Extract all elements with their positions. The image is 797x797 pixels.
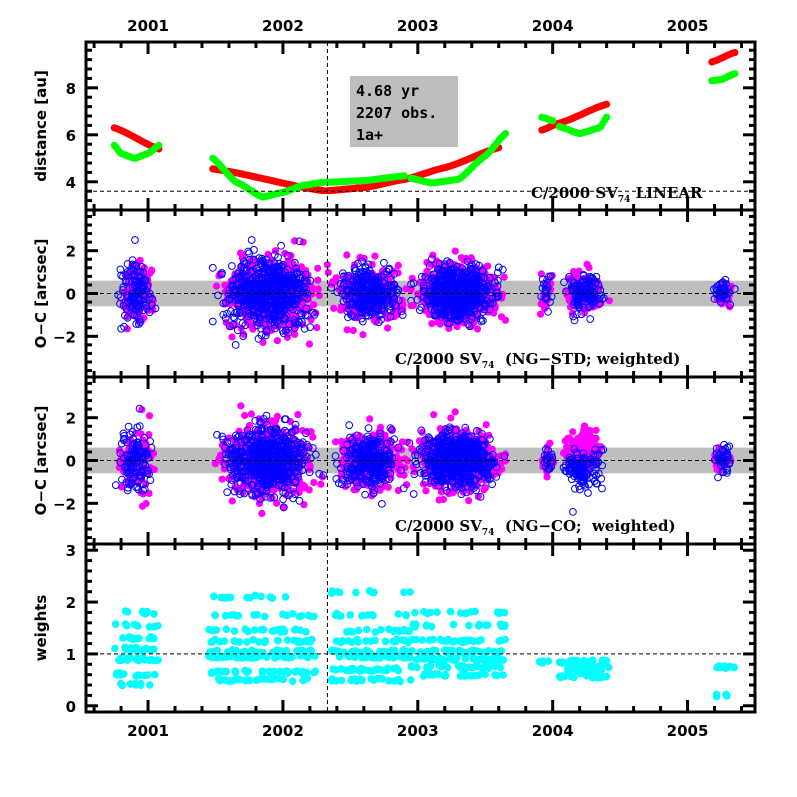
oc-ra-point [313,324,321,332]
oc-dec-point [228,262,236,270]
heliocentric-distance-point [731,49,739,57]
oc-ra-point [300,501,308,509]
oc-dec-point [247,236,256,244]
oc-ra-point [249,325,257,333]
geocentric-distance-point [731,70,739,78]
oc-ra-point [324,268,332,276]
oc-ra-point [394,261,402,270]
oc-dec-point [380,258,388,267]
oc-dec-point [140,275,149,284]
oc-ra-point [314,264,322,272]
oc-dec-point [130,292,139,301]
oc-dec-point [143,282,152,291]
oc-ra-point [457,254,465,262]
oc-dec-point [116,293,125,302]
oc-dec-point [208,263,217,272]
oc-ra-point [215,455,223,463]
oc-dec-point [111,481,120,490]
oc-dec-point [137,287,146,296]
oc-ra-point [337,306,345,314]
oc-ra-point [247,410,255,418]
oc-ra-point [315,291,323,299]
oc-ra-point [259,338,267,346]
oc-dec-point [231,341,240,349]
oc-dec-point [128,296,137,304]
oc-dec-point [133,268,142,276]
data-points [110,49,739,701]
oc-ra-point [314,276,322,284]
oc-ra-point [310,301,318,309]
geocentric-distance-point [501,130,510,138]
oc-ra-point [473,325,482,333]
oc-dec-point [139,306,148,315]
oc-ra-point [228,333,236,341]
oc-ra-point [585,264,593,272]
oc-ra-point [343,251,351,259]
oc-ra-point [294,411,302,419]
oc-dec-point [122,271,130,280]
oc-dec-point [131,236,139,244]
geocentric-distance-point [549,117,557,125]
oc-dec-point [134,272,142,280]
oc-ra-point [349,326,357,335]
oc-ra-point [451,247,459,255]
geocentric-distance-point [155,141,163,149]
oc-dec-point [145,289,154,298]
oc-ra-point [237,402,245,410]
oc-ra-point [371,252,379,260]
oc-ra-point [228,497,236,505]
oc-dec-point [143,304,151,313]
oc-ra-point [497,313,506,321]
oc-ra-point [258,509,266,517]
oc-dec-point [133,311,141,320]
oc-dec-point [570,316,579,325]
oc-dec-point [120,322,128,331]
oc-ra-point [310,478,318,487]
oc-ra-point [305,340,313,348]
oc-dec-point [117,271,125,280]
oc-dec-point [135,422,144,431]
oc-dec-point [129,283,137,292]
oc-dec-point [128,256,137,265]
oc-ra-point [330,304,338,312]
oc-dec-point [116,265,125,274]
oc-dec-point [208,317,217,326]
oc-ra-point [343,326,351,334]
oc-ra-point [317,480,325,488]
oc-dec-point [586,315,595,323]
oc-ra-point [273,337,281,345]
oc-dec-point [132,320,141,328]
oc-ra-point [490,309,498,317]
oc-dec-point [119,283,128,292]
oc-dec-point [122,305,131,313]
oc-ra-point [536,310,545,318]
oc-dec-point [123,260,132,268]
info-box [350,76,458,147]
oc-ra-point [272,416,280,424]
oc-ra-point [384,324,392,332]
oc-ra-point [359,331,367,339]
oc-ra-point [145,412,154,420]
oc-ra-point [212,282,221,290]
oc-ra-point [300,482,309,490]
oc-ra-point [428,320,436,328]
oc-dec-point [129,310,137,319]
geocentric-distance-point [603,113,611,121]
oc-ra-point [136,256,144,264]
geocentric-distance-point [400,172,408,180]
oc-ra-point [241,411,249,420]
oc-dec-point [139,277,148,285]
heliocentric-distance-point [603,100,611,108]
oc-ra-point [138,502,147,510]
oc-dec-point [151,304,160,313]
oc-dec-point [128,260,137,269]
oc-dec-point [139,297,148,306]
oc-dec-point [135,320,143,328]
oc-dec-point [114,291,123,299]
oc-dec-point [124,422,133,431]
oc-dec-point [277,241,286,250]
shaded-bands [86,76,755,474]
oc-ra-point [218,475,226,483]
